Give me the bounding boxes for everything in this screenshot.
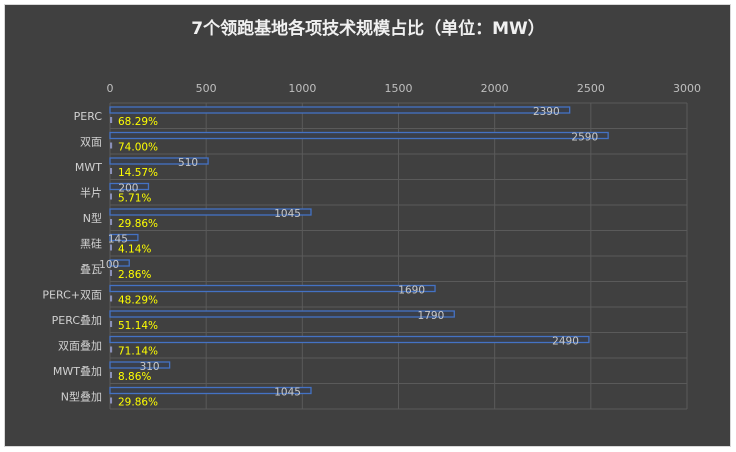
bar-value-label: 100 xyxy=(99,259,119,271)
x-tick-label: 0 xyxy=(107,82,114,95)
bar-percent xyxy=(110,295,113,302)
bar-percent-label: 8.86% xyxy=(118,371,151,383)
bar-percent xyxy=(110,244,113,251)
x-tick-label: 2000 xyxy=(481,82,509,95)
bar-value-label: 200 xyxy=(118,183,138,195)
bar-value xyxy=(109,284,436,293)
bar-value xyxy=(109,310,455,318)
category-label: PERC叠加 xyxy=(52,314,102,327)
category-label: N型叠加 xyxy=(61,389,102,403)
category-label: 半片 xyxy=(80,185,102,199)
chart-panel xyxy=(4,4,731,447)
category-label: N型 xyxy=(83,211,102,225)
x-tick-label: 1500 xyxy=(385,82,413,95)
category-label: 双面 xyxy=(80,135,102,148)
bar-percent-label: 48.29% xyxy=(118,295,158,307)
bar-percent xyxy=(110,321,113,327)
bar-value-label: 1690 xyxy=(398,285,425,297)
bar-percent-label: 51.14% xyxy=(118,320,158,332)
category-label: 黑硅 xyxy=(80,237,102,250)
bar-value-label: 510 xyxy=(178,157,198,169)
bar-percent-label: 68.29% xyxy=(118,116,158,128)
bar-value-label: 145 xyxy=(108,234,128,246)
x-tick-label: 2500 xyxy=(577,82,605,95)
bar-value-label: 2590 xyxy=(571,132,598,144)
bar-value xyxy=(109,386,312,395)
bar-value xyxy=(109,233,139,242)
bar-value-label: 2490 xyxy=(552,336,579,348)
bar-percent xyxy=(110,142,113,149)
bar-percent-label: 14.57% xyxy=(118,167,158,179)
bar-value xyxy=(109,335,590,344)
category-label: MWT叠加 xyxy=(53,365,102,378)
bar-value-label: 1045 xyxy=(274,208,301,220)
bar-value-label: 2390 xyxy=(533,106,560,118)
bar-value-label: 1790 xyxy=(418,310,445,322)
x-tick-label: 3000 xyxy=(673,82,701,95)
x-tick-label: 1000 xyxy=(288,82,316,95)
bar-percent xyxy=(110,168,113,174)
bar-percent xyxy=(110,193,113,200)
bar-value-label: 310 xyxy=(140,361,160,373)
bar-percent xyxy=(110,346,113,353)
bar-percent-label: 29.86% xyxy=(118,397,158,409)
category-label: PERC xyxy=(74,110,103,123)
bar-percent xyxy=(110,270,113,276)
category-label: MWT xyxy=(75,161,102,174)
bar-value xyxy=(109,106,571,114)
bar-value xyxy=(109,157,209,165)
bar-value xyxy=(109,208,312,216)
category-label: 双面叠加 xyxy=(58,339,102,352)
bar-percent-label: 29.86% xyxy=(118,218,158,230)
x-tick-label: 500 xyxy=(196,82,217,95)
bar-value xyxy=(109,361,171,369)
bar-percent-label: 2.86% xyxy=(118,269,151,281)
bar-percent-label: 5.71% xyxy=(118,193,151,205)
bar-percent xyxy=(110,372,113,378)
bar-value-label: 1045 xyxy=(274,387,301,399)
bar-value xyxy=(109,259,130,267)
bar-percent-label: 71.14% xyxy=(118,346,158,358)
bar-value xyxy=(109,131,609,140)
bar-percent-label: 74.00% xyxy=(118,142,158,154)
bar-percent-label: 4.14% xyxy=(118,244,151,256)
bar-percent xyxy=(110,397,113,404)
bar-percent xyxy=(110,117,113,123)
chart-title: 7个领跑基地各项技术规模占比（单位：MW） xyxy=(191,19,545,39)
category-label: PERC+双面 xyxy=(42,288,102,301)
bar-value xyxy=(109,182,150,191)
category-label: 叠瓦 xyxy=(80,263,102,276)
bar-percent xyxy=(110,219,113,225)
